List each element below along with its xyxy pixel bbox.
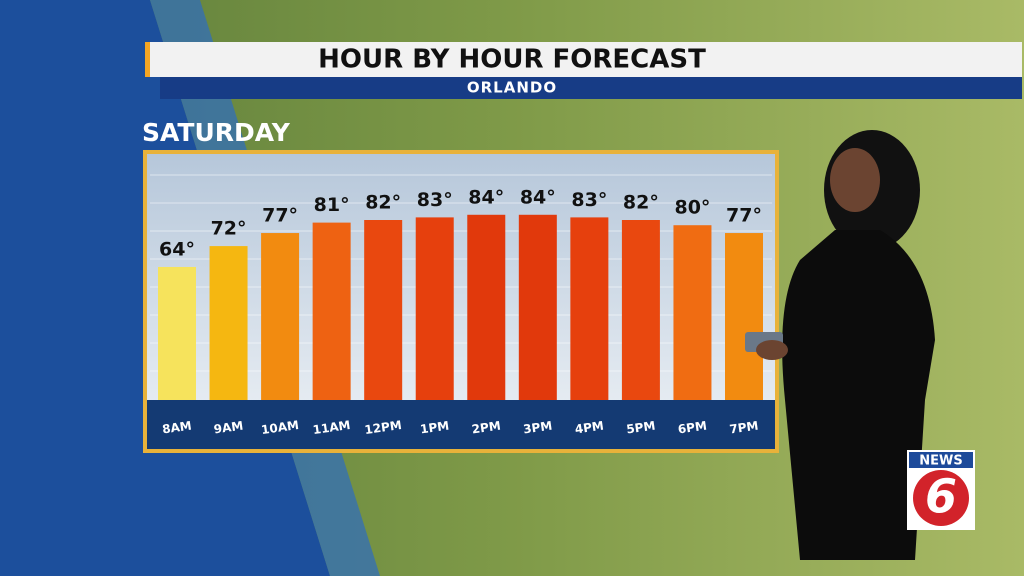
value-label: 83° [571,189,607,211]
label-strip [147,400,775,449]
value-label: 82° [365,192,401,214]
value-label: 64° [159,238,195,260]
x-tick-label: 7PM [729,419,760,437]
x-tick-label: 1PM [419,419,450,437]
title-accent [145,42,150,77]
title-bar [145,42,1022,77]
bar [725,233,763,400]
x-tick-label: 2PM [471,419,502,437]
bar [312,222,351,400]
subtitle-bar [160,77,1022,99]
value-label: 77° [262,205,298,227]
subtitle: ORLANDO [467,79,557,97]
day-label: SATURDAY [142,118,291,147]
bar [364,220,403,400]
logo: NEWS 6 [907,450,975,530]
logo-text: NEWS [919,454,962,469]
bar [467,214,506,400]
presenter [745,130,935,560]
bar [518,214,557,400]
value-label: 80° [674,197,710,219]
x-tick-label: 10AM [260,418,300,437]
logo-channel: 6 [925,470,957,524]
bar [158,266,196,400]
bar [570,217,609,400]
value-label: 77° [726,205,762,227]
x-tick-label: 8AM [161,419,192,437]
bar [209,246,248,400]
x-tick-label: 4PM [574,419,605,437]
x-tick-label: 12PM [364,418,403,437]
x-tick-label: 9AM [213,419,244,437]
x-tick-label: 6PM [677,419,708,437]
value-label: 81° [314,194,350,216]
x-tick-label: 3PM [522,419,553,437]
bar [261,233,300,400]
x-tick-label: 11AM [312,418,352,437]
title: HOUR BY HOUR FORECAST [318,45,706,75]
bar [415,217,454,400]
bar [673,225,712,400]
value-label: 72° [211,218,247,240]
plot: 64° 8AM 72° 9AM 77° 10AM 81° 11AM 82° 12PM 83° 1PM 8… [150,174,772,437]
value-label: 84° [520,186,556,208]
bar [621,220,660,400]
value-label: 83° [417,189,453,211]
value-label: 82° [623,192,659,214]
value-label: 84° [468,186,504,208]
x-tick-label: 5PM [625,419,656,437]
